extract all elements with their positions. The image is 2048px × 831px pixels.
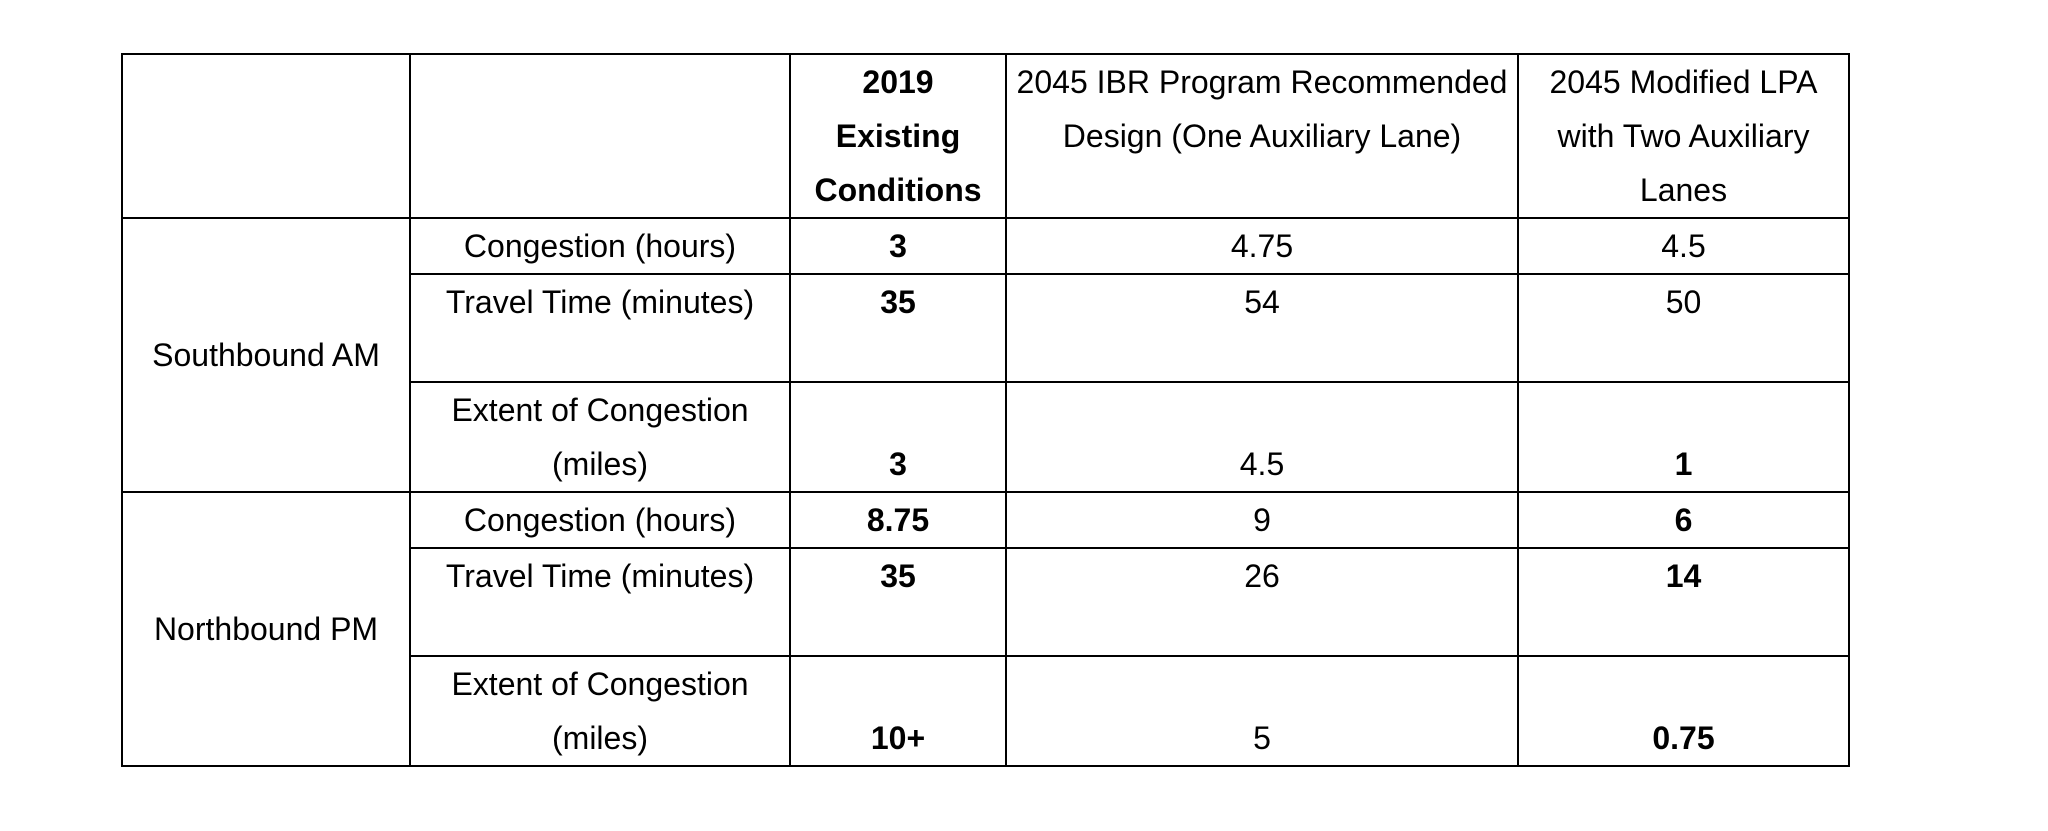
value-modified: 14 (1517, 547, 1850, 657)
value-existing: 3 (789, 217, 1007, 275)
value-modified: 6 (1517, 491, 1850, 549)
value-existing: 35 (789, 547, 1007, 657)
comparison-table: 2019 Existing Conditions 2045 IBR Progra… (121, 53, 1850, 767)
header-2019-existing: 2019 Existing Conditions (789, 53, 1007, 219)
value-recommended: 4.5 (1005, 381, 1519, 493)
table-row: Extent of Congestion (miles) 3 4.5 1 (122, 381, 1850, 493)
metric-label: Congestion (hours) (409, 217, 791, 275)
header-2045-modified: 2045 Modified LPA with Two Auxiliary Lan… (1517, 53, 1850, 219)
value-existing: 10+ (789, 655, 1007, 767)
header-metric-cell (409, 53, 791, 219)
header-row: 2019 Existing Conditions 2045 IBR Progra… (121, 53, 1850, 219)
value-existing: 3 (789, 381, 1007, 493)
group-label-northbound-pm: Northbound PM (121, 491, 411, 767)
value-modified: 0.75 (1517, 655, 1850, 767)
value-modified: 50 (1517, 273, 1850, 383)
header-corner-cell (121, 53, 411, 219)
metric-label: Extent of Congestion (miles) (409, 655, 791, 767)
value-existing: 8.75 (789, 491, 1007, 549)
value-recommended: 9 (1005, 491, 1519, 549)
table-row: Travel Time (minutes) 35 54 50 (122, 273, 1850, 383)
value-modified: 4.5 (1517, 217, 1850, 275)
value-modified: 1 (1517, 381, 1850, 493)
table-row: Northbound PM Congestion (hours) 8.75 9 … (121, 491, 1850, 767)
value-existing: 35 (789, 273, 1007, 383)
metric-label: Travel Time (minutes) (409, 273, 791, 383)
table-row: Southbound AM Congestion (hours) 3 4.75 … (121, 217, 1850, 493)
value-recommended: 26 (1005, 547, 1519, 657)
table-row: Extent of Congestion (miles) 10+ 5 0.75 (122, 655, 1850, 767)
metric-label: Congestion (hours) (409, 491, 791, 549)
value-recommended: 5 (1005, 655, 1519, 767)
metric-label: Travel Time (minutes) (409, 547, 791, 657)
value-recommended: 4.75 (1005, 217, 1519, 275)
table-row: Travel Time (minutes) 35 26 14 (122, 547, 1850, 657)
metric-label: Extent of Congestion (miles) (409, 381, 791, 493)
header-2045-recommended: 2045 IBR Program Recommended Design (One… (1005, 53, 1519, 219)
value-recommended: 54 (1005, 273, 1519, 383)
group-label-southbound-am: Southbound AM (121, 217, 411, 493)
